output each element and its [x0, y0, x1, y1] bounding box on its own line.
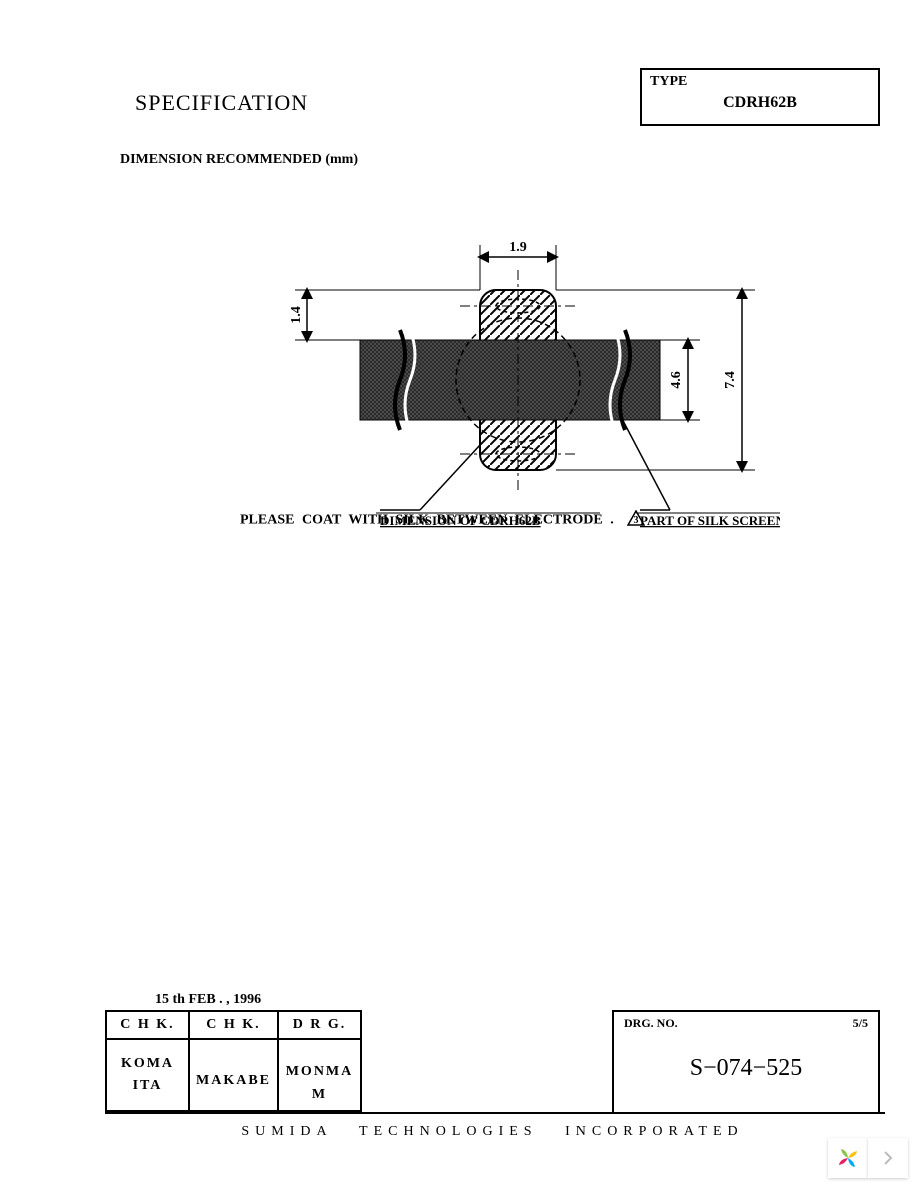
page-number: 5/5	[853, 1016, 868, 1031]
dim-inner-text: 4.6	[669, 371, 684, 389]
footer-rule	[105, 1112, 885, 1114]
pager-logo-icon[interactable]	[828, 1138, 868, 1178]
drg-label: DRG. NO.	[624, 1016, 678, 1031]
dimension-diagram: 1.9 1.4 4.6 7.4 DIMENSION OF CDRH62B	[200, 185, 780, 490]
type-value: CDRH62B	[650, 94, 870, 112]
cell-chk1: KOMAITA	[106, 1039, 189, 1111]
approval-table: C H K. C H K. D R G. KOMAITA MAKABE MONM…	[105, 1010, 362, 1112]
type-label: TYPE	[650, 74, 870, 90]
date: 15 th FEB . , 1996	[155, 992, 261, 1008]
company-name: SUMIDA TECHNOLOGIES INCORPORATED	[100, 1124, 885, 1140]
label-silk-screen: PART OF SILK SCREEN	[640, 513, 780, 528]
spec-title: SPECIFICATION	[135, 90, 308, 116]
page: TYPE CDRH62B SPECIFICATION DIMENSION REC…	[100, 60, 885, 1145]
th-chk1: C H K.	[106, 1011, 189, 1039]
type-box: TYPE CDRH62B	[640, 68, 880, 126]
dim-outer-text: 7.4	[723, 371, 738, 389]
svg-text:3: 3	[634, 515, 639, 526]
th-drg: D R G.	[278, 1011, 361, 1039]
pager-next-button[interactable]	[868, 1138, 908, 1178]
dim-left-text: 1.4	[289, 306, 304, 324]
pager	[828, 1138, 908, 1178]
drawing-number: S−074−525	[614, 1055, 878, 1082]
warning-triangle-icon: 3	[627, 510, 645, 531]
cell-chk2: MAKABE	[189, 1039, 278, 1111]
dim-top-text: 1.9	[509, 240, 527, 255]
cell-drg: MONMAM	[278, 1039, 361, 1111]
note-text: PLEASE COAT WITH SILK BETWEEN ELECTRODE …	[240, 513, 614, 528]
drawing-number-box: DRG. NO. 5/5 S−074−525	[612, 1010, 880, 1114]
coating-note: PLEASE COAT WITH SILK BETWEEN ELECTRODE …	[240, 510, 645, 531]
th-chk2: C H K.	[189, 1011, 278, 1039]
dimension-title: DIMENSION RECOMMENDED (mm)	[120, 152, 358, 168]
